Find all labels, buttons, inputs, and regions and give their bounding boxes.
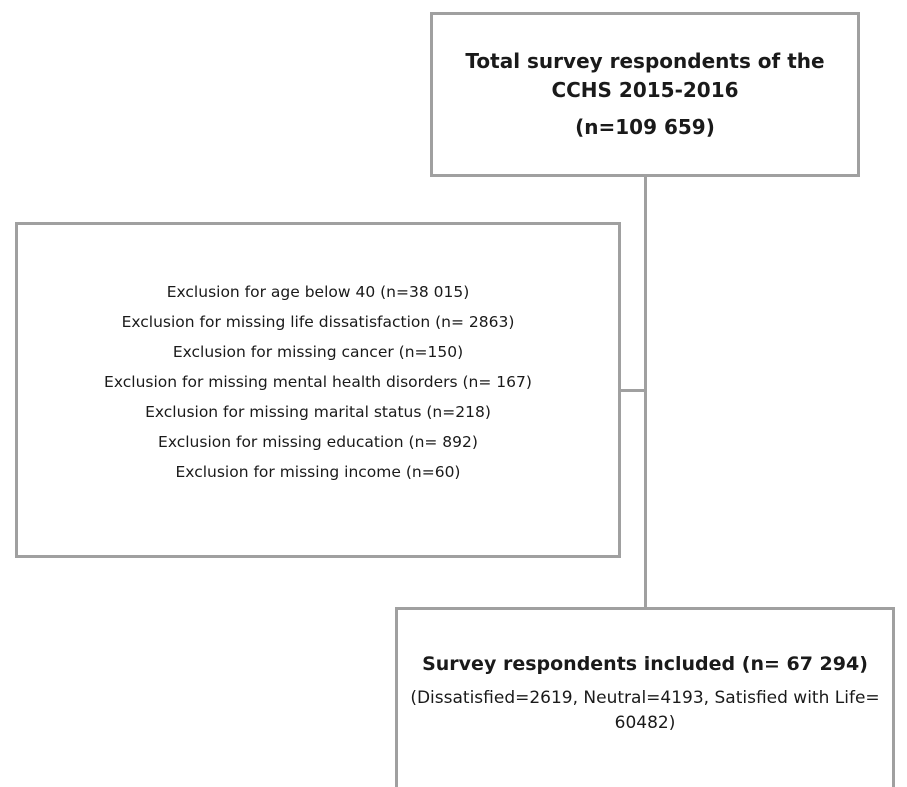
- horizontal-connector-exclusion: [621, 389, 646, 392]
- total-respondents-count: (n=109 659): [575, 115, 715, 139]
- exclusion-item-life-dissatisfaction: Exclusion for missing life dissatisfacti…: [121, 313, 515, 331]
- total-respondents-box: Total survey respondents of the CCHS 201…: [430, 12, 860, 177]
- exclusion-item-education: Exclusion for missing education (n= 892): [158, 433, 478, 451]
- vertical-connector-top: [644, 177, 647, 607]
- exclusion-box: Exclusion for age below 40 (n=38 015) Ex…: [15, 222, 621, 558]
- exclusion-item-cancer: Exclusion for missing cancer (n=150): [172, 343, 464, 361]
- included-respondents-breakdown: (Dissatisfied=2619, Neutral=4193, Satisf…: [410, 688, 880, 733]
- exclusion-item-age: Exclusion for age below 40 (n=38 015): [166, 283, 470, 301]
- total-respondents-title-line2: CCHS 2015-2016: [551, 78, 739, 102]
- exclusion-item-mental-health: Exclusion for missing mental health diso…: [104, 373, 532, 391]
- exclusion-item-marital-status: Exclusion for missing marital status (n=…: [145, 403, 491, 421]
- exclusion-item-income: Exclusion for missing income (n=60): [175, 463, 461, 481]
- total-respondents-title-line1: Total survey respondents of the: [465, 49, 825, 73]
- included-respondents-box: Survey respondents included (n= 67 294) …: [395, 607, 895, 787]
- included-respondents-title: Survey respondents included (n= 67 294): [422, 653, 868, 675]
